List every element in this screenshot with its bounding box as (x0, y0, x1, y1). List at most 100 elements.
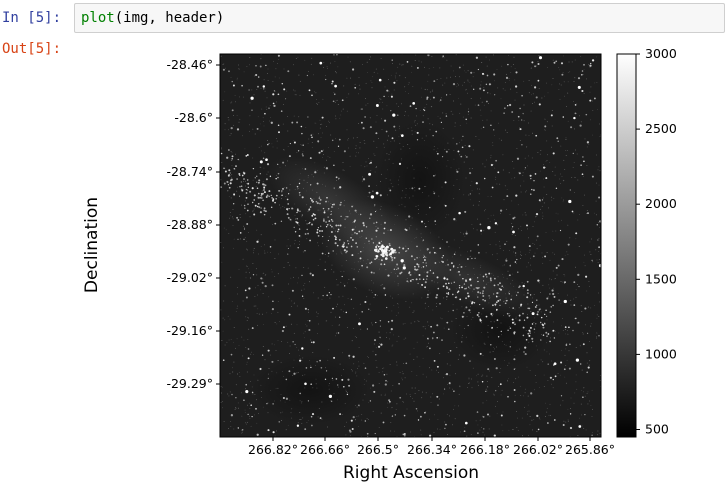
star-point (347, 216, 349, 218)
star-point (458, 265, 460, 267)
star-point (344, 426, 346, 428)
star-point (416, 66, 419, 69)
code-cell-input[interactable]: plot(img, header) (74, 3, 725, 33)
star-point (507, 270, 509, 272)
star-point (461, 286, 463, 289)
star-point (397, 268, 399, 270)
star-point (331, 268, 333, 270)
star-point (490, 157, 492, 159)
star-point (303, 332, 305, 334)
star-point (239, 232, 242, 234)
star-point (596, 214, 597, 216)
star-point (255, 305, 257, 307)
star-point (233, 341, 234, 343)
star-point (365, 98, 366, 99)
star-point (472, 367, 474, 369)
star-point (466, 230, 468, 232)
star-point (312, 341, 315, 344)
star-point (577, 219, 579, 221)
star-point (416, 356, 418, 358)
star-point (470, 300, 472, 302)
star-point (363, 246, 365, 248)
star-point (386, 254, 389, 257)
star-point (264, 90, 266, 92)
star-point (390, 141, 392, 142)
star-point (443, 57, 445, 59)
star-point (382, 245, 385, 248)
star-point (287, 424, 289, 426)
star-point (380, 285, 382, 286)
star-point (558, 332, 560, 334)
star-point (575, 317, 577, 320)
star-point (333, 151, 335, 153)
star-point (430, 98, 431, 100)
star-point (580, 121, 582, 123)
image-stars (220, 54, 601, 437)
star-point (436, 395, 439, 398)
star-point (566, 149, 568, 151)
star-point (413, 310, 415, 312)
star-point (483, 428, 485, 430)
star-point (461, 315, 464, 318)
star-point (428, 68, 430, 69)
star-point (296, 185, 299, 188)
star-point (327, 201, 329, 203)
star-point (567, 253, 569, 255)
star-point (308, 138, 310, 140)
star-point (378, 371, 380, 373)
star-point (236, 186, 238, 188)
star-point (258, 146, 260, 148)
star-point (281, 329, 285, 333)
star-point (486, 283, 487, 285)
star-point (356, 375, 358, 377)
star-point (537, 349, 538, 351)
star-point (322, 242, 324, 244)
star-point (319, 233, 321, 235)
star-point (499, 245, 501, 247)
star-point (517, 271, 519, 273)
star-point (311, 214, 314, 217)
star-point (456, 83, 458, 85)
star-point (354, 86, 357, 89)
star-point (507, 63, 509, 66)
star-point (446, 292, 448, 295)
star-point (506, 299, 508, 302)
star-point (534, 86, 537, 89)
star-point (552, 252, 554, 254)
star-point (304, 374, 306, 376)
star-point (369, 262, 372, 265)
star-point (551, 196, 553, 198)
star-point (374, 258, 376, 260)
star-point (268, 368, 270, 369)
star-point (335, 71, 336, 73)
star-point (582, 156, 584, 158)
star-point (535, 96, 538, 99)
star-point (491, 315, 493, 317)
star-point (523, 180, 525, 182)
star-point (422, 278, 425, 281)
star-point (258, 253, 260, 255)
star-point (404, 206, 406, 208)
star-point (522, 326, 525, 329)
star-point (316, 228, 319, 231)
star-point (229, 318, 231, 320)
star-point (302, 154, 304, 157)
star-point (294, 243, 296, 245)
star-point (482, 126, 485, 128)
star-point (509, 274, 511, 277)
star-point (306, 190, 308, 192)
star-point (521, 144, 523, 146)
star-point (477, 280, 479, 283)
star-point (487, 92, 489, 94)
star-point (416, 257, 418, 259)
star-point (547, 422, 549, 424)
star-point (238, 268, 240, 270)
star-point (423, 254, 425, 256)
star-point (473, 267, 475, 269)
star-point (577, 85, 581, 89)
star-point (526, 366, 528, 368)
star-point (245, 296, 248, 299)
star-point (517, 228, 519, 230)
star-point (301, 295, 304, 297)
star-point (581, 311, 583, 312)
